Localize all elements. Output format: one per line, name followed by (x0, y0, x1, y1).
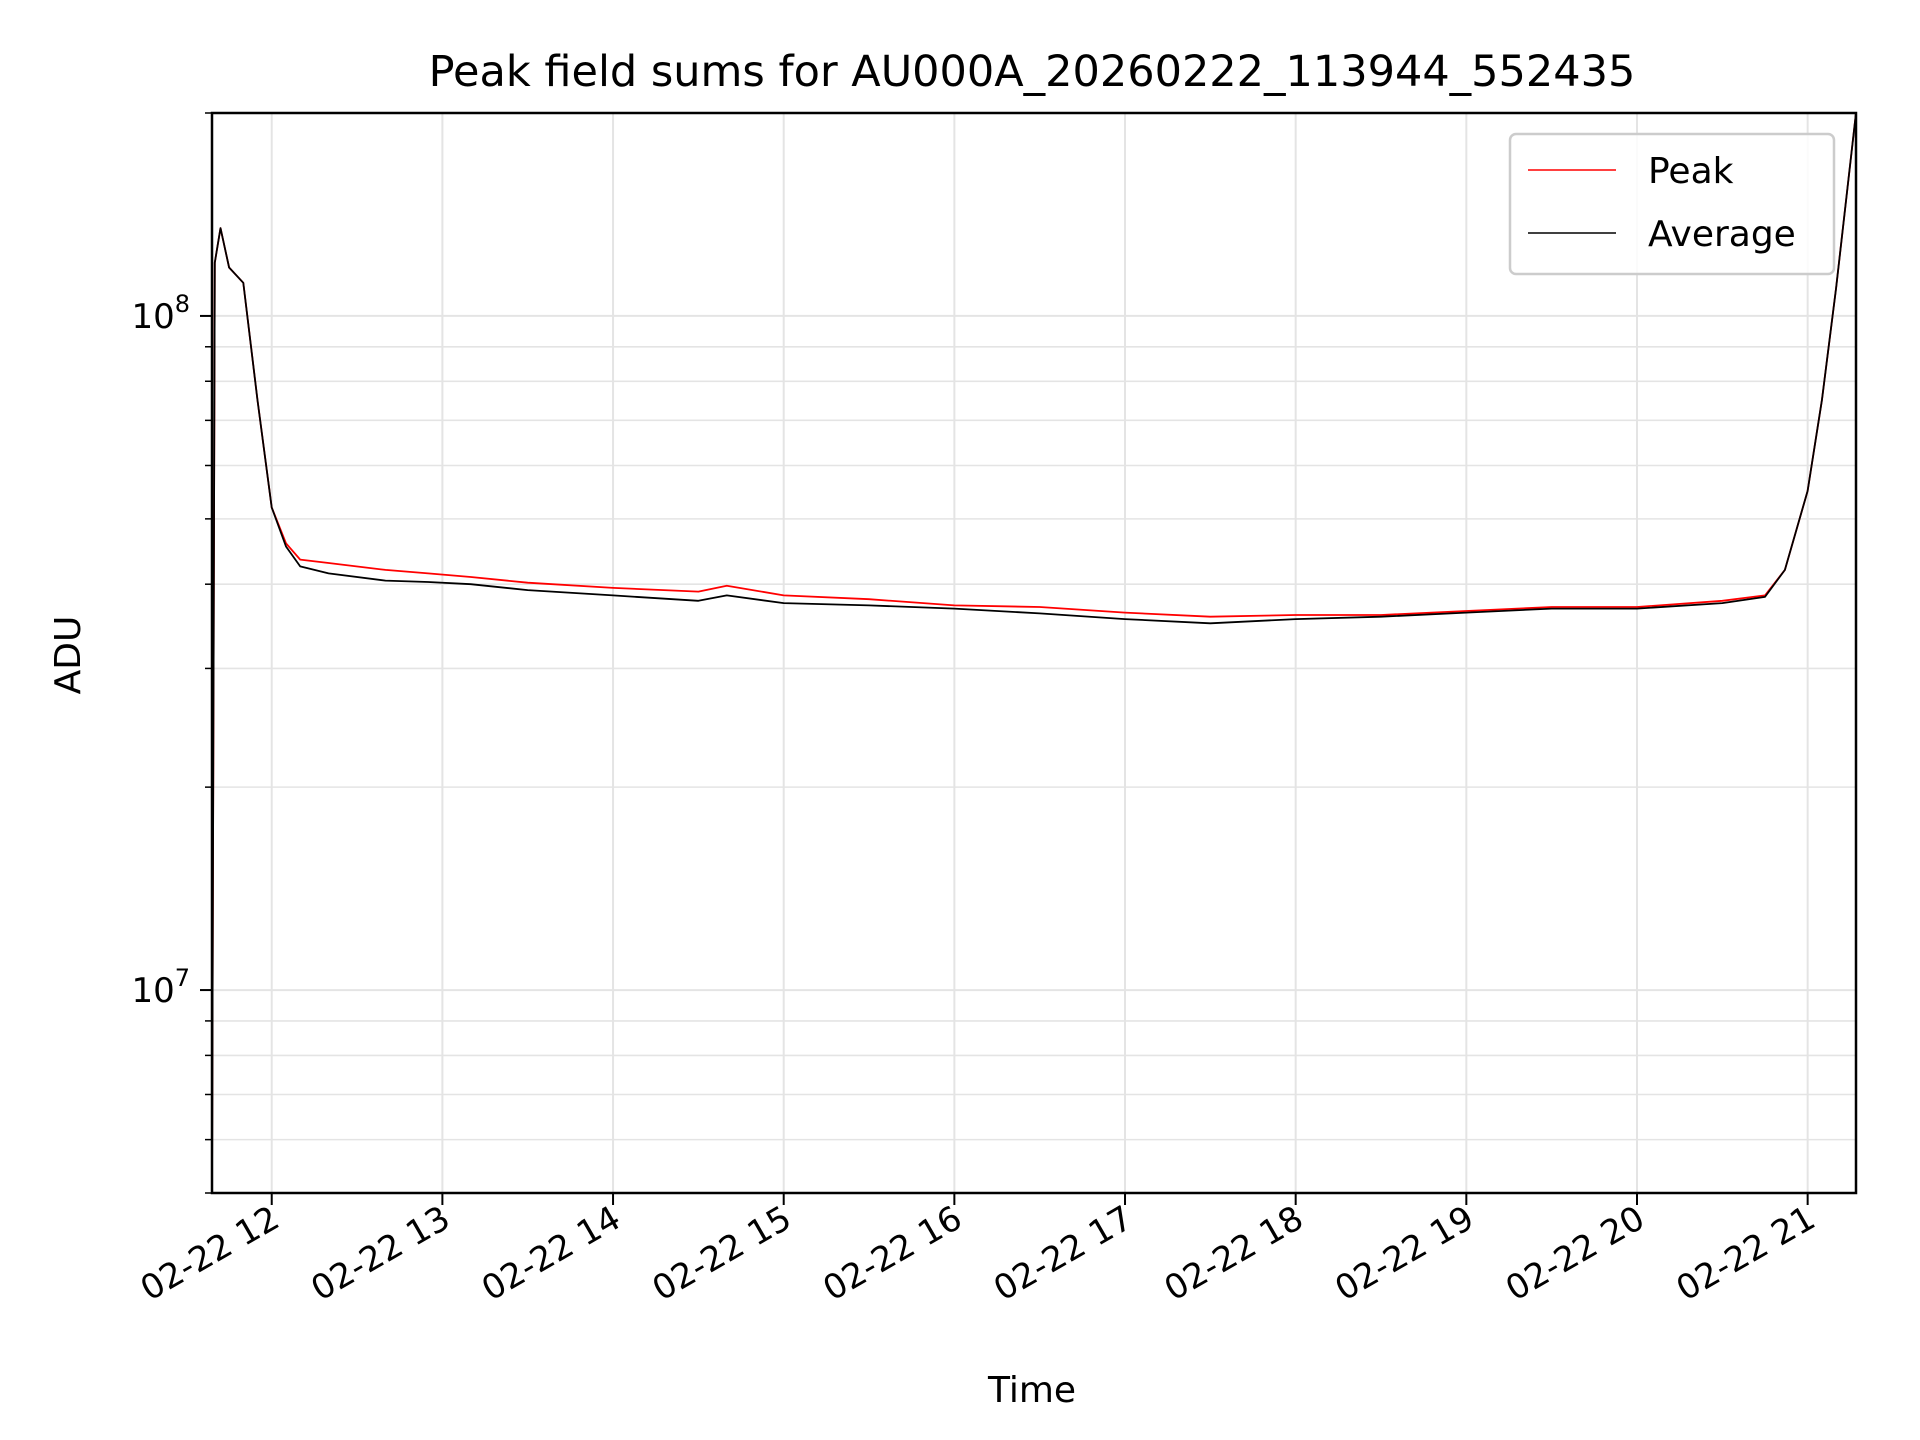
x-axis-title: Time (987, 1370, 1076, 1411)
legend-box (1508, 132, 1836, 276)
grid (212, 112, 1856, 1194)
plot-series (212, 113, 1856, 1193)
legend-label-peak: Peak (1648, 151, 1734, 192)
y-tick-label: 107 (131, 964, 190, 1011)
series-line-average (212, 113, 1856, 1193)
y-tick-label: 108 (131, 290, 190, 337)
y-axis-title: ADU (48, 616, 89, 695)
plot-frame (210, 111, 1858, 1195)
chart-title: Peak field sums for AU000A_20260222_1139… (429, 47, 1636, 97)
legend-label-average: Average (1648, 214, 1796, 255)
legend: Peak Average (1508, 132, 1836, 276)
